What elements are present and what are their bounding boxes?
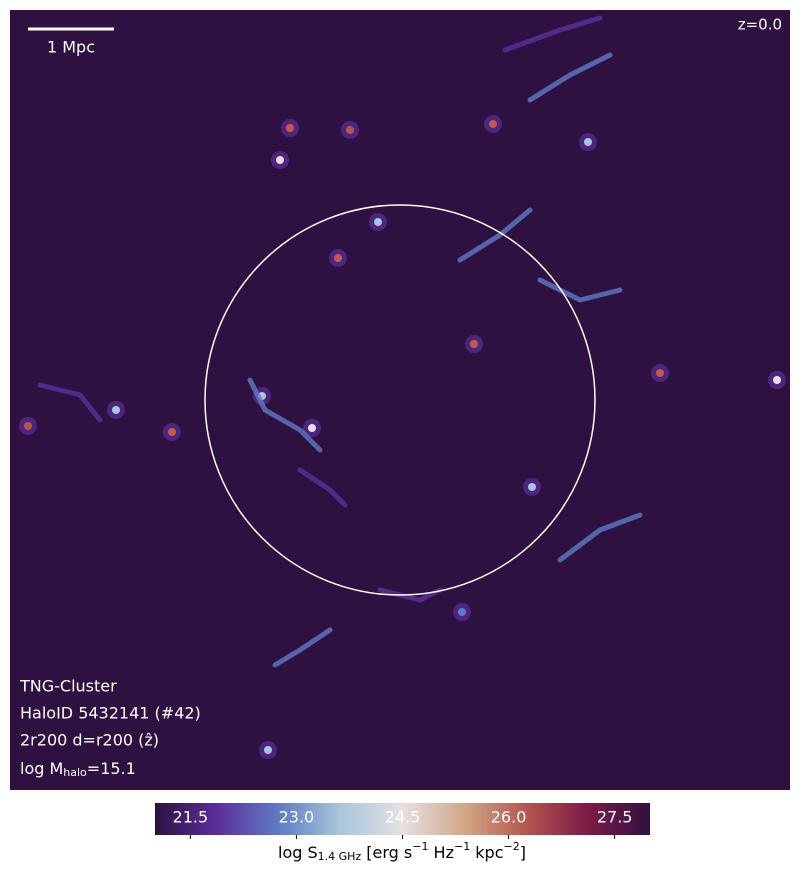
emission-filament [557,512,643,563]
cbar-label-sup: −1 [454,840,470,853]
cbar-label-unit: kpc [470,843,503,862]
emission-filament [457,207,533,263]
map-background [10,10,790,790]
cbar-label-prefix: log S [278,843,318,862]
emission-core [168,428,176,436]
mass-label: log Mhalo=15.1 [20,759,136,780]
emission-core [346,126,354,134]
emission-core [24,422,32,430]
colorbar-tick-label: 24.5 [385,808,421,827]
annotation: 2r200 d=r200 (ẑ) [20,731,159,750]
r200-circle [204,204,596,596]
cbar-label-sub: 1.4 GHz [318,850,362,863]
emission-core [656,369,664,377]
cbar-label-unit: [erg s [361,843,412,862]
emission-core [276,156,284,164]
mass-label-prefix: log M [20,759,63,778]
emission-core [264,746,272,754]
emission-core [528,483,536,491]
cbar-label-unit: ] [520,843,526,862]
emission-core [584,138,592,146]
emission-core [458,608,466,616]
emission-filament [247,377,323,453]
colorbar-tick-label: 26.0 [491,808,527,827]
emission-core [773,376,781,384]
colorbar-label: log S1.4 GHz [erg s−1 Hz−1 kpc−2] [278,840,526,863]
emission-filament [537,277,623,303]
cbar-label-sup: −1 [412,840,428,853]
colorbar-tick-label: 23.0 [279,808,315,827]
emission-filament [527,52,613,103]
emission-filament [297,467,348,508]
emission-core [286,124,294,132]
annotation: HaloID 5432141 (#42) [20,704,201,723]
colorbar [155,803,650,835]
cbar-label-sup: −2 [504,840,520,853]
mass-label-suffix: =15.1 [87,759,136,778]
emission-filament [37,382,103,423]
emission-core [470,340,478,348]
emission [19,15,786,759]
colorbar-tick-label: 27.5 [597,808,633,827]
emission-filament [502,15,603,53]
emission-core [112,406,120,414]
emission-core [374,218,382,226]
scale-bar-label: 1 Mpc [47,38,95,57]
cbar-label-unit: Hz [428,843,454,862]
colorbar-ticks: 21.5 23.0 24.5 26.0 27.5 [173,808,633,839]
emission-core [489,120,497,128]
mass-label-sub: halo [63,766,87,779]
annotation: TNG-Cluster [19,677,117,696]
emission-core [334,254,342,262]
emission-filament [377,587,443,603]
colorbar-tick-label: 21.5 [173,808,209,827]
redshift-label: z=0.0 [738,16,782,34]
emission-filament [272,627,333,668]
emission-core [308,424,316,432]
